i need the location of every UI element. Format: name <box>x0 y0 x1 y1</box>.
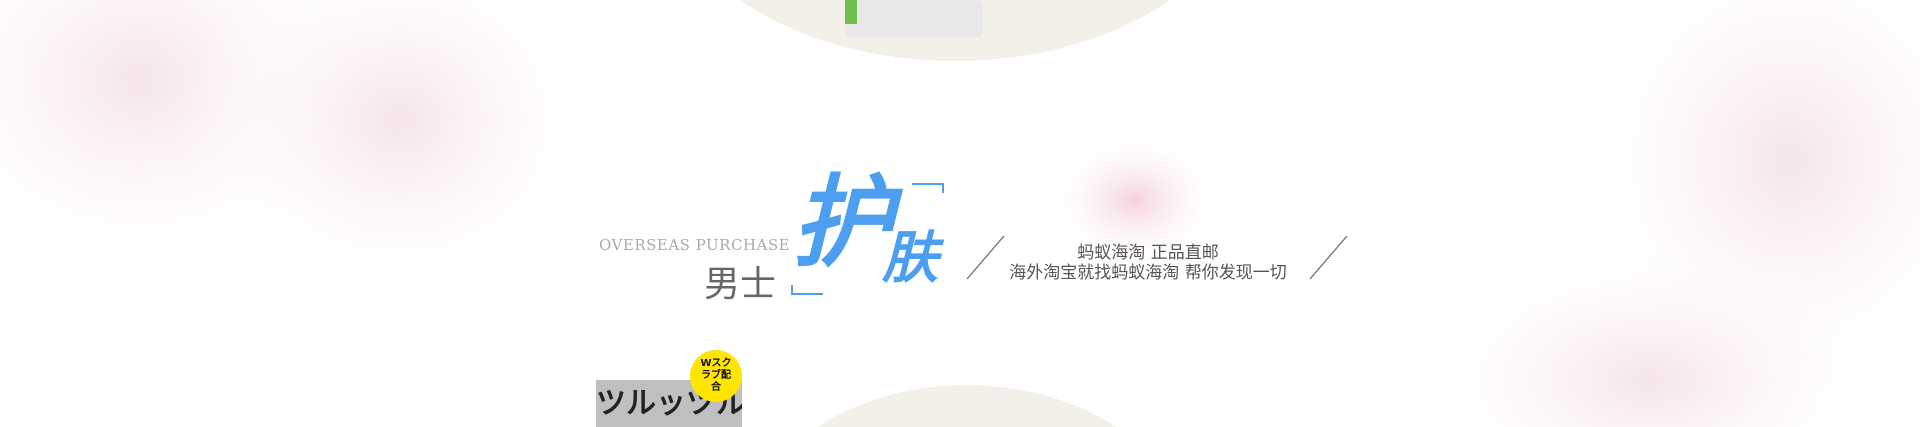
product-bottle <box>845 0 983 37</box>
bracket <box>912 183 944 193</box>
bottom-circle <box>817 385 1117 427</box>
divider <box>1309 235 1348 280</box>
title: 肤 <box>882 225 938 291</box>
flower <box>1045 130 1225 270</box>
subtitle: OVERSEAS PURCHASE <box>599 236 791 254</box>
slogan: 海外淘宝就找蚂蚁海淘 帮你发现一切 <box>1009 263 1287 283</box>
badge: Wスクラブ配合 <box>690 350 742 402</box>
product-leaf <box>845 0 857 24</box>
flower <box>1390 230 1910 427</box>
bracket <box>791 285 823 295</box>
label: 男士 <box>704 264 777 305</box>
divider <box>966 235 1005 280</box>
badge-text: Wスクラブ配合 <box>700 358 732 393</box>
slogan: 蚂蚁海淘 正品直邮 <box>1077 243 1219 263</box>
flower <box>180 0 620 320</box>
title: 护 <box>792 163 892 281</box>
